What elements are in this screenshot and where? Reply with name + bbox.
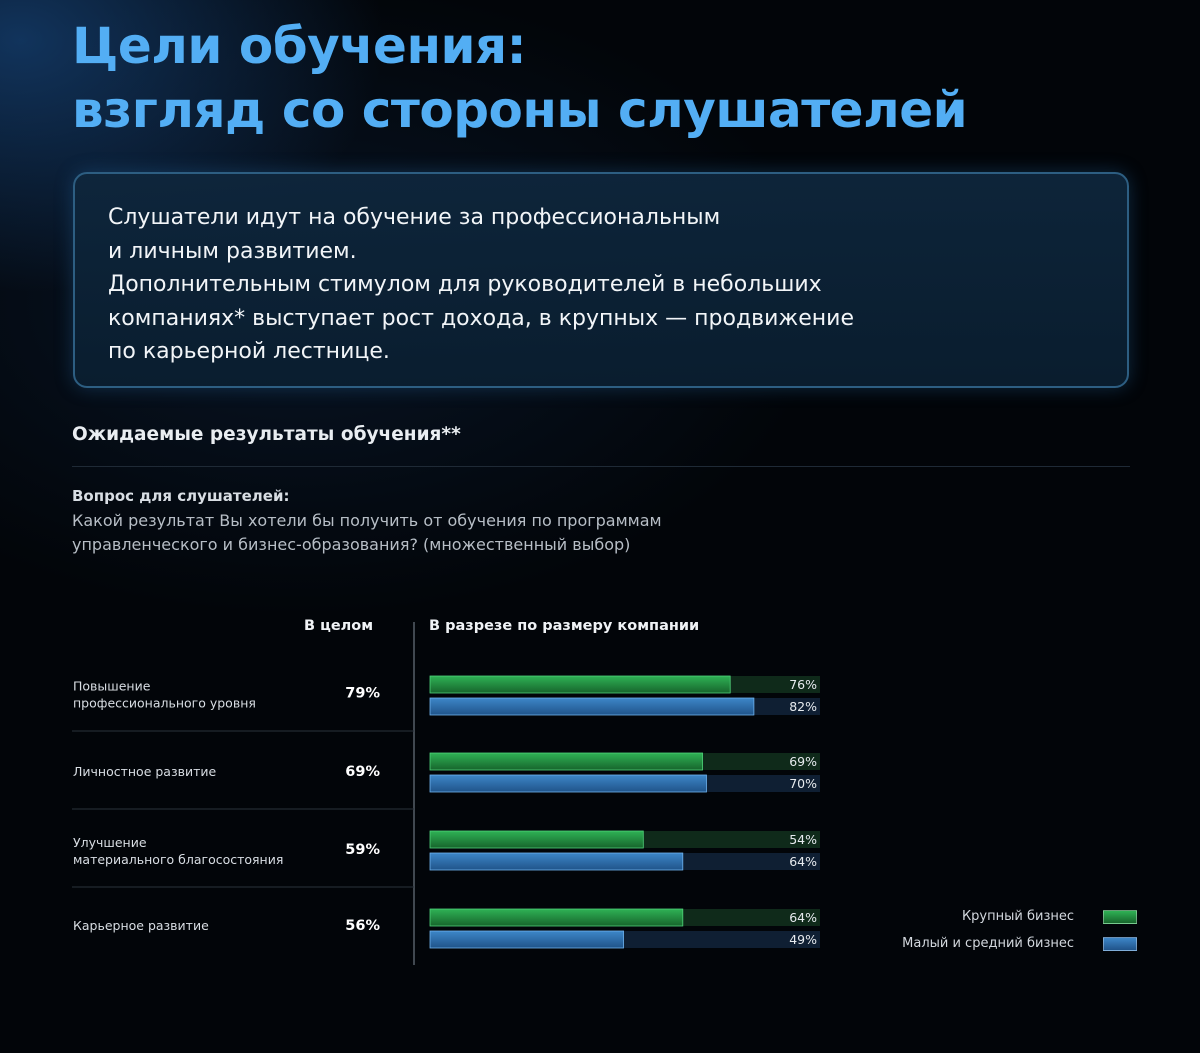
overall-value-label: 56%: [345, 918, 380, 934]
callout-line: компаниях* выступает рост дохода, в круп…: [108, 305, 855, 331]
bar-value-label: 70%: [789, 776, 817, 791]
breakdown-column-header: В разрезе по размеру компании: [429, 618, 700, 634]
overall-value-label: 79%: [345, 686, 380, 702]
callout-line: Дополнительным стимулом для руководителе…: [108, 272, 822, 297]
overall-value-label: 59%: [345, 842, 380, 858]
bar-large-business: [429, 908, 684, 927]
question-text-line: управленческого и бизнес-образования? (м…: [72, 535, 631, 554]
callout-line: и личным развитием.: [108, 238, 357, 264]
page-title-line-2: взгляд со стороны слушателей: [72, 81, 968, 139]
question-text: Какой результат Вы хотели бы получить от…: [72, 509, 662, 557]
bar-smb: [429, 930, 624, 949]
section-divider: [72, 466, 1130, 467]
bar-value-label: 76%: [789, 677, 817, 692]
section-title: Ожидаемые результаты обучения**: [72, 424, 461, 445]
overall-column-header: В целом: [304, 618, 374, 634]
bar-value-label: 64%: [789, 854, 817, 869]
bar-smb: [429, 774, 707, 793]
legend-label-smb: Малый и средний бизнес: [902, 936, 1074, 951]
callout-line: по карьерной лестнице.: [108, 339, 390, 364]
legend-swatch-smb: [1103, 937, 1137, 951]
category-label: Карьерное развитие: [73, 918, 209, 933]
question-text-line: Какой результат Вы хотели бы получить от…: [72, 511, 662, 530]
callout-line: Слушатели идут на обучение за профессион…: [108, 205, 721, 230]
bar-value-label: 49%: [789, 932, 817, 947]
category-label: Улучшение: [73, 835, 147, 850]
legend-swatch-large-business: [1103, 910, 1137, 924]
overall-value-label: 69%: [345, 764, 380, 780]
bar-large-business: [429, 752, 703, 771]
bar-value-label: 69%: [789, 754, 817, 769]
page-title-line-1: Цели обучения:: [72, 17, 527, 75]
summary-callout: Слушатели идут на обучение за профессион…: [73, 172, 1129, 388]
legend-label-large-business: Крупный бизнес: [961, 909, 1074, 924]
question-label: Вопрос для слушателей:: [72, 487, 290, 505]
bar-value-label: 64%: [789, 910, 817, 925]
bar-smb: [429, 852, 684, 871]
bar-large-business: [429, 675, 731, 694]
bar-value-label: 54%: [789, 832, 817, 847]
category-label: Повышение: [73, 679, 151, 694]
bar-smb: [429, 697, 755, 716]
category-label: Личностное развитие: [73, 764, 217, 779]
page-title: Цели обучения: взгляд со стороны слушате…: [72, 14, 968, 142]
category-label: материального благосостояния: [73, 852, 283, 867]
bar-large-business: [429, 830, 644, 849]
bar-value-label: 82%: [789, 699, 817, 714]
category-label: профессионального уровня: [73, 696, 256, 711]
